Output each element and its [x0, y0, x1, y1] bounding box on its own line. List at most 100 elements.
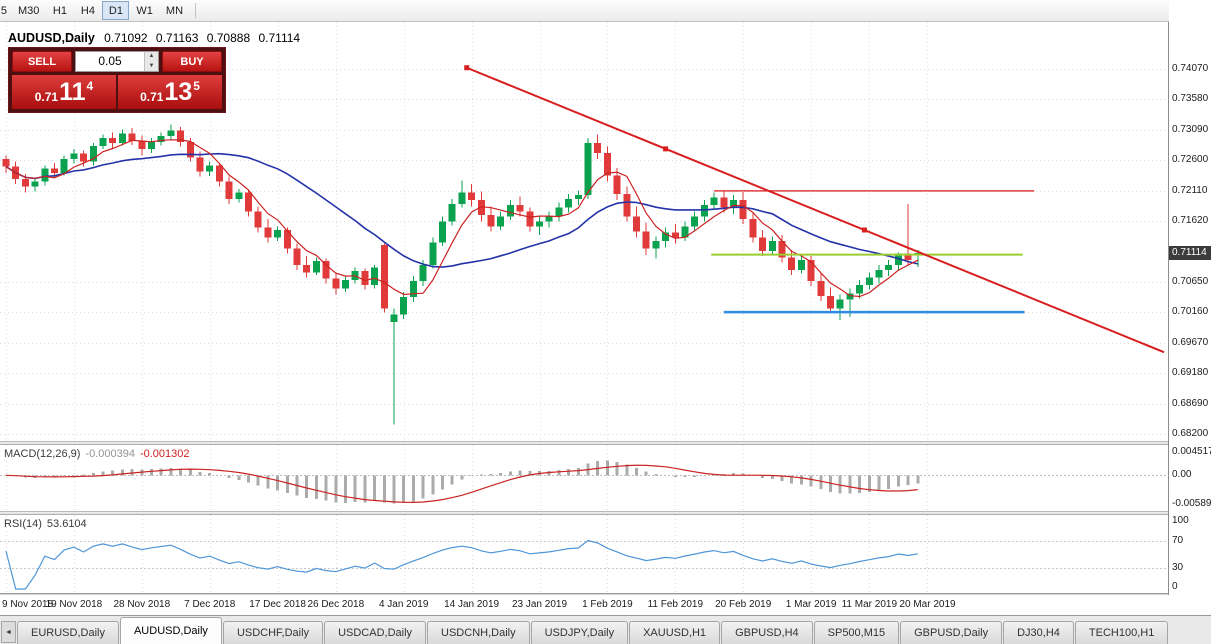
price-axis[interactable]: 0.74070 0.73580 0.73090 0.72600 0.72110 0.716…	[1169, 0, 1211, 615]
sell-price-box[interactable]: 0.71 11 4	[12, 75, 116, 109]
macd-indicator-label: MACD(12,26,9) -0.000394 -0.001302	[4, 448, 190, 460]
date-axis[interactable]: 9 Nov 2018 19 Nov 2018 28 Nov 2018 7 Dec 20…	[0, 595, 1168, 615]
rsi-indicator-label: RSI(14) 53.6104	[4, 518, 87, 530]
macd-signal-value: -0.001302	[139, 448, 190, 460]
price-axis-label: 0.70160	[1172, 306, 1209, 318]
rsi-axis-label: 70	[1172, 534, 1184, 546]
price-axis-border	[1168, 22, 1169, 595]
rsi-name: RSI(14)	[4, 518, 42, 530]
date-label: 17 Dec 2018	[249, 599, 306, 610]
timeframe-button-d1[interactable]: D1	[102, 1, 130, 20]
chart-ohlc-header: AUDUSD,Daily 0.71092 0.71163 0.70888 0.7…	[8, 31, 305, 45]
date-label: 1 Mar 2019	[785, 599, 837, 610]
trade-panel-prices: 0.71 11 4 0.71 13 5	[12, 75, 222, 109]
toolbar-separator	[195, 3, 197, 18]
macd-signal-line	[5, 464, 918, 504]
buy-price-box[interactable]: 0.71 13 5	[118, 75, 222, 109]
chart-tab-sp500-m15[interactable]: SP500,M15	[813, 621, 900, 644]
date-label: 26 Dec 2018	[307, 599, 365, 610]
date-label: 11 Feb 2019	[647, 599, 704, 610]
ohlc-open: 0.71092	[104, 31, 148, 45]
date-label: 9 Nov 2018	[2, 599, 54, 610]
buy-price-pips: 13	[164, 77, 193, 106]
panel-splitter[interactable]	[0, 511, 1211, 515]
macd-axis-label: 0.004517	[1172, 446, 1211, 457]
chart-tab-bar: ◄ EURUSD,Daily AUDUSD,Daily USDCHF,Daily US…	[0, 615, 1211, 644]
chart-tabs: EURUSD,Daily AUDUSD,Daily USDCHF,Daily USDC…	[17, 617, 1169, 644]
tab-scroll-left-button[interactable]: ◄	[1, 621, 16, 643]
ohlc-close: 0.71114	[258, 31, 301, 45]
timeframe-button-mn[interactable]: MN	[160, 1, 189, 20]
date-label: 11 Mar 2019	[841, 599, 897, 610]
price-axis-label: 0.73090	[1172, 123, 1209, 135]
spin-up-icon[interactable]: ▲	[148, 53, 155, 59]
date-label: 14 Jan 2019	[444, 599, 500, 610]
grid	[0, 22, 1168, 441]
ohlc-low: 0.70888	[206, 31, 251, 45]
chart-tab-eurusd-daily[interactable]: EURUSD,Daily	[17, 621, 119, 644]
rsi-axis-label: 30	[1172, 562, 1184, 574]
sell-price-prefix: 0.71	[34, 90, 59, 104]
date-label: 20 Feb 2019	[715, 599, 772, 610]
chart-tab-xauusd-h1[interactable]: XAUUSD,H1	[629, 621, 721, 644]
spin-down-icon[interactable]: ▼	[148, 62, 155, 69]
date-label: 1 Feb 2019	[582, 599, 633, 610]
candles[interactable]	[2, 124, 922, 425]
chart-tab-dj30-h4[interactable]: DJ30,H4	[1003, 621, 1074, 644]
volume-value: 0.05	[98, 54, 122, 68]
price-axis-label: 0.74070	[1172, 63, 1209, 74]
price-axis-label: 0.73580	[1172, 93, 1209, 105]
chart-tab-usdcnh-daily[interactable]: USDCNH,Daily	[427, 621, 530, 644]
panel-splitter[interactable]	[0, 441, 1211, 445]
chart-tab-usdjpy-daily[interactable]: USDJPY,Daily	[530, 621, 629, 644]
timeframe-button-h4[interactable]: H4	[74, 1, 101, 20]
sell-button[interactable]: SELL	[12, 51, 72, 72]
price-axis-label: 0.69670	[1172, 336, 1209, 348]
price-axis-label: 0.71620	[1172, 215, 1209, 227]
date-label: 28 Nov 2018	[113, 599, 171, 610]
ma-fast-line	[5, 139, 919, 298]
timeframe-button-group: 5 M30 H1 H4 D1 W1 MN	[0, 1, 201, 20]
current-price-badge: 0.71114	[1169, 245, 1211, 260]
sell-price-point: 4	[86, 79, 94, 93]
timeframe-button-h1[interactable]: H1	[46, 1, 73, 20]
chart-tab-usdchf-daily[interactable]: USDCHF,Daily	[222, 621, 324, 644]
date-label: 23 Jan 2019	[511, 599, 568, 610]
date-label: 7 Dec 2018	[184, 599, 236, 610]
axis-divider	[0, 593, 1211, 595]
price-axis-label: 0.68690	[1172, 397, 1209, 409]
chart-tab-gbpusd-daily[interactable]: GBPUSD,Daily	[900, 621, 1003, 644]
sell-price-pips: 11	[59, 77, 86, 106]
chart-tab-gbpusd-h4[interactable]: GBPUSD,H4	[721, 621, 813, 644]
price-axis-label: 0.72600	[1172, 154, 1209, 166]
macd-axis-label: 0.00	[1172, 469, 1192, 481]
rsi-axis-label: 100	[1172, 515, 1189, 526]
chart-tab-tech100-h1[interactable]: TECH100,H1	[1074, 621, 1169, 644]
price-axis-label: 0.68200	[1172, 428, 1209, 439]
trade-panel-controls: SELL 0.05 ▲ ▼ BUY	[12, 51, 222, 72]
volume-field[interactable]: 0.05 ▲ ▼	[75, 51, 159, 72]
rsi-value: 53.6104	[46, 518, 87, 530]
timeframe-button-w1[interactable]: W1	[130, 1, 159, 20]
buy-button[interactable]: BUY	[162, 51, 222, 72]
volume-spinner[interactable]: ▲ ▼	[144, 52, 158, 71]
date-label: 19 Nov 2018	[45, 599, 103, 610]
date-label: 20 Mar 2019	[899, 599, 956, 610]
ohlc-high: 0.71163	[155, 31, 199, 45]
macd-axis-label: -0.005899	[1172, 498, 1211, 509]
rsi-grid	[0, 515, 1168, 593]
macd-main-value: -0.000394	[85, 448, 135, 460]
descending-trendline[interactable]	[464, 65, 1165, 354]
macd-panel-canvas[interactable]	[0, 445, 1168, 511]
price-axis-label: 0.70650	[1172, 275, 1209, 287]
chart-tab-audusd-daily[interactable]: AUDUSD,Daily	[119, 617, 222, 644]
rsi-panel-canvas[interactable]	[0, 515, 1168, 593]
date-label: 4 Jan 2019	[378, 599, 429, 610]
timeframe-button-m30[interactable]: M30	[12, 1, 45, 20]
chart-tab-usdcad-daily[interactable]: USDCAD,Daily	[324, 621, 427, 644]
ma-slow-line	[5, 152, 918, 268]
chart-symbol-label: AUDUSD,Daily	[8, 31, 95, 45]
buy-price-point: 5	[193, 79, 200, 93]
timeframe-button-5[interactable]: 5	[0, 1, 11, 20]
